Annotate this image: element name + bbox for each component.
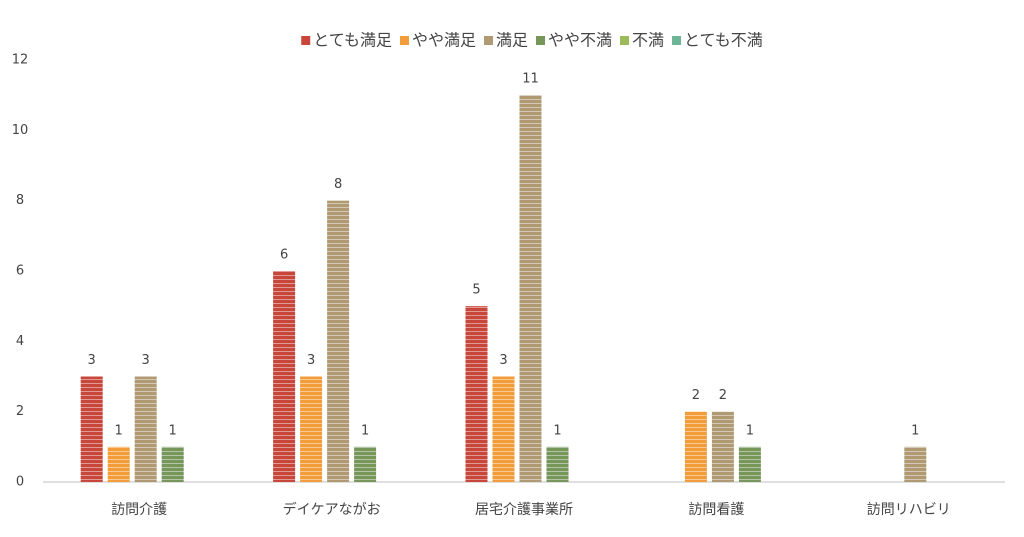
- y-tick-label: 10: [12, 123, 29, 138]
- bar: [519, 95, 542, 483]
- legend-swatch: [672, 36, 682, 45]
- x-tick-label: デイケアながお: [283, 501, 381, 518]
- bar: [134, 376, 157, 482]
- legend-swatch: [483, 36, 493, 45]
- data-label: 3: [499, 353, 507, 368]
- x-tick-label: 訪問介護: [111, 502, 167, 518]
- legend-label: 満足: [496, 31, 528, 50]
- y-tick-label: 4: [16, 334, 24, 349]
- data-label: 6: [280, 248, 288, 263]
- bar: [711, 411, 734, 482]
- y-tick-label: 12: [12, 53, 29, 68]
- bar: [354, 446, 377, 482]
- legend-label: やや満足: [412, 31, 476, 50]
- y-tick-label: 2: [16, 404, 24, 419]
- data-label: 1: [115, 423, 123, 438]
- x-tick-label: 訪問リハビリ: [867, 502, 951, 518]
- data-label: 1: [553, 423, 561, 438]
- bar: [300, 376, 323, 482]
- bar: [327, 200, 350, 482]
- bar: [546, 446, 569, 482]
- bar: [684, 411, 707, 482]
- legend-swatch: [399, 36, 409, 45]
- bar: [904, 446, 927, 482]
- bar: [80, 376, 103, 482]
- data-label: 3: [307, 353, 315, 368]
- legend-label: 不満: [632, 31, 664, 50]
- data-label: 3: [142, 353, 150, 368]
- x-tick-label: 居宅介護事業所: [475, 502, 573, 518]
- data-label: 11: [522, 72, 539, 87]
- bar: [492, 376, 515, 482]
- legend-swatch: [536, 36, 545, 45]
- bar: [465, 306, 488, 482]
- data-label: 2: [692, 388, 700, 403]
- y-tick-label: 6: [16, 264, 24, 279]
- data-label: 1: [169, 423, 177, 438]
- legend-swatch: [301, 36, 311, 45]
- legend-label: とても満足: [313, 31, 392, 50]
- data-label: 3: [88, 353, 96, 368]
- data-label: 8: [334, 177, 342, 192]
- bar: [738, 446, 761, 482]
- legend-swatch: [620, 36, 630, 45]
- bar: [161, 446, 184, 482]
- legend: とても満足 やや満足 満足 やや不満 不満 とても不満: [301, 31, 763, 50]
- bar: [273, 271, 296, 482]
- bar: [107, 446, 130, 482]
- data-label: 5: [472, 283, 480, 298]
- y-tick-label: 0: [16, 475, 24, 490]
- x-tick-label: 訪問看護: [688, 502, 744, 518]
- legend-label: とても不満: [684, 31, 763, 50]
- data-label: 1: [911, 423, 919, 438]
- data-label: 1: [746, 423, 754, 438]
- legend-label: やや不満: [548, 31, 612, 50]
- y-tick-label: 8: [16, 193, 24, 208]
- data-label: 2: [719, 388, 727, 403]
- data-label: 1: [361, 423, 369, 438]
